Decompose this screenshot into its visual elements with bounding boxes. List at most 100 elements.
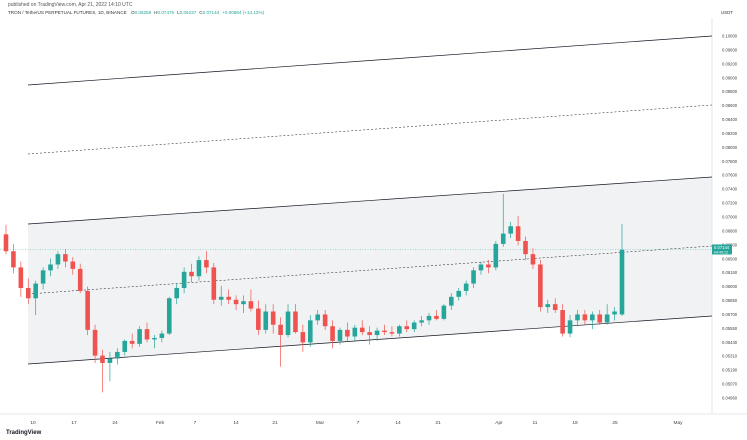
candle-body bbox=[500, 233, 506, 244]
y-tick-label: 0.07800 bbox=[722, 159, 738, 164]
candle-body bbox=[48, 264, 53, 271]
y-tick-label: 0.07000 bbox=[722, 215, 738, 220]
y-tick-label: 0.05550 bbox=[722, 326, 738, 331]
candle-body bbox=[25, 287, 31, 299]
candle-body bbox=[115, 351, 120, 359]
x-tick-label: 7 bbox=[357, 420, 360, 426]
candle-body bbox=[11, 251, 16, 268]
candle-body bbox=[226, 296, 231, 300]
candle-body bbox=[567, 320, 573, 334]
candle-body bbox=[3, 234, 9, 252]
candle-body bbox=[552, 304, 558, 311]
x-tick-label: 24 bbox=[112, 420, 118, 426]
y-tick-label: 0.04960 bbox=[722, 396, 738, 401]
candle-body bbox=[144, 329, 150, 340]
candle-body bbox=[434, 315, 439, 319]
candle-body bbox=[582, 314, 588, 321]
last-price-tag bbox=[712, 244, 732, 255]
candle-body bbox=[575, 314, 580, 321]
candle-body bbox=[122, 340, 128, 352]
published-note: published on TradingView.com, Apr 21, 20… bbox=[8, 2, 133, 8]
channel-ext-median-line bbox=[27, 104, 713, 155]
candle-body bbox=[471, 270, 476, 284]
x-tick-label: May bbox=[673, 420, 683, 426]
candle-body bbox=[92, 329, 98, 356]
candle-body bbox=[70, 261, 76, 269]
y-tick-label: 0.08800 bbox=[722, 89, 738, 94]
y-tick-label: 0.08400 bbox=[722, 117, 738, 122]
candle-body bbox=[404, 326, 410, 330]
candle-body bbox=[18, 267, 24, 288]
x-tick-label: 17 bbox=[71, 420, 77, 426]
candle-body bbox=[63, 254, 68, 262]
candle-body bbox=[590, 314, 595, 321]
candle-body bbox=[196, 260, 202, 277]
candle-body bbox=[530, 254, 536, 265]
candle-body bbox=[604, 314, 610, 323]
candle-body bbox=[278, 324, 283, 336]
last-price-label: 0.07144 bbox=[714, 245, 730, 250]
y-tick-label: 0.10000 bbox=[722, 34, 738, 39]
candle-body bbox=[315, 314, 321, 321]
candle-body bbox=[478, 264, 484, 271]
candle-body bbox=[181, 271, 187, 288]
y-tick-label: 0.05700 bbox=[722, 312, 738, 317]
y-tick-label: 0.06800 bbox=[722, 228, 738, 233]
candle-body bbox=[137, 329, 142, 344]
ohlc-item: H0.07475 bbox=[154, 10, 175, 15]
candle-body bbox=[612, 311, 617, 315]
candle-body bbox=[33, 283, 38, 299]
y-tick-label: 0.05850 bbox=[722, 298, 738, 303]
x-tick-label: 7 bbox=[194, 420, 197, 426]
candle-body bbox=[538, 264, 543, 308]
candle-body bbox=[85, 290, 90, 330]
y-tick-label: 0.05070 bbox=[722, 382, 738, 387]
y-tick-label: 0.06150 bbox=[722, 270, 738, 275]
ohlc-values: O0.06259 H0.07475 L0.06237 C0.07144 +0.00884… bbox=[131, 10, 267, 15]
candle-body bbox=[397, 326, 402, 334]
candle-body bbox=[367, 332, 372, 336]
candle-body bbox=[307, 320, 313, 343]
candle-body bbox=[523, 240, 528, 255]
candle-body bbox=[211, 267, 217, 300]
candle-body bbox=[493, 243, 499, 268]
candle-body bbox=[441, 305, 447, 319]
candle-body bbox=[619, 249, 625, 315]
candle-body bbox=[270, 311, 276, 325]
candle-body bbox=[322, 314, 328, 327]
candle-body bbox=[449, 296, 454, 306]
chart-header: published on TradingView.com, Apr 21, 20… bbox=[8, 2, 270, 16]
channel-upper-line bbox=[27, 176, 713, 225]
candle-body bbox=[456, 290, 462, 297]
x-tick-label: Feb bbox=[156, 420, 165, 426]
candle-body bbox=[107, 358, 113, 363]
candle-body bbox=[100, 355, 105, 363]
x-tick-label: 18 bbox=[572, 420, 578, 426]
candle-body bbox=[218, 296, 224, 300]
candle-body bbox=[463, 283, 469, 291]
channel-fill bbox=[28, 177, 712, 364]
candle-body bbox=[560, 310, 565, 334]
candle-body bbox=[293, 311, 298, 333]
y-tick-label: 0.09200 bbox=[722, 61, 738, 66]
candle-body bbox=[515, 226, 521, 241]
candle-body bbox=[129, 340, 135, 344]
y-tick-label: 0.07600 bbox=[722, 173, 738, 178]
candle-body bbox=[152, 337, 157, 340]
y-tick-label: 0.05310 bbox=[722, 354, 738, 359]
candle-body bbox=[204, 260, 209, 268]
last-price-countdown: 04:49:12 bbox=[714, 250, 728, 254]
x-tick-label: 21 bbox=[272, 420, 278, 426]
candle-body bbox=[389, 332, 395, 334]
x-tick-label: 11 bbox=[533, 420, 538, 426]
y-tick-label: 0.09600 bbox=[722, 47, 738, 52]
ohlc-item: +0.00884 (+14.12%) bbox=[222, 10, 265, 15]
candle-body bbox=[300, 332, 306, 343]
y-tick-label: 0.05430 bbox=[722, 340, 738, 345]
x-tick-label: 14 bbox=[395, 420, 401, 426]
candle-body bbox=[40, 270, 46, 284]
candle-body bbox=[263, 311, 269, 330]
candle-body bbox=[382, 330, 387, 333]
symbol-legend: TRON / TetherUS PERPETUAL FUTURES, 1D, B… bbox=[8, 9, 270, 16]
